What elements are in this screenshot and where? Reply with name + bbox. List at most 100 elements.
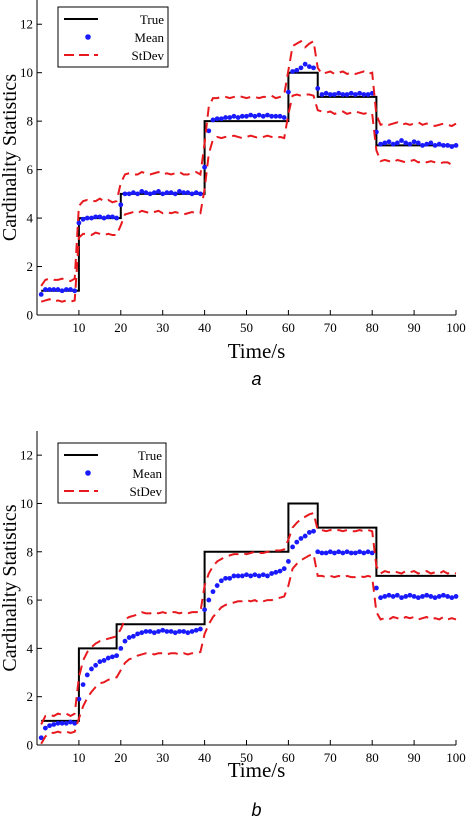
chart-panel-b: 10 20 30 40 50 60 70 80 90 100 0 2 4 6 8 10 12 Time/s Card… bbox=[0, 431, 466, 820]
mean-point bbox=[269, 571, 275, 576]
mean-point bbox=[244, 113, 249, 119]
mean-point bbox=[294, 539, 300, 545]
mean-point bbox=[340, 550, 346, 556]
mean-point bbox=[260, 572, 266, 578]
mean-point bbox=[248, 573, 254, 579]
mean-point bbox=[260, 113, 266, 119]
mean-point bbox=[420, 142, 425, 148]
mean-point bbox=[143, 629, 149, 634]
mean-point bbox=[315, 549, 321, 555]
mean-point bbox=[449, 595, 455, 601]
mean-point bbox=[336, 90, 342, 96]
legend: True Mean StDev bbox=[57, 6, 169, 68]
stdev-upper-line bbox=[40, 39, 457, 287]
mean-point bbox=[101, 658, 107, 663]
mean-point bbox=[294, 67, 300, 73]
mean-point bbox=[269, 113, 275, 119]
mean-point bbox=[428, 594, 434, 599]
legend-mean-swatch bbox=[85, 34, 91, 40]
mean-point bbox=[357, 549, 363, 555]
x-axis-label: Time/s bbox=[228, 758, 286, 782]
mean-point bbox=[47, 287, 52, 292]
mean-point bbox=[319, 92, 325, 97]
mean-point bbox=[135, 631, 140, 637]
mean-point bbox=[185, 630, 191, 636]
mean-point bbox=[332, 550, 337, 556]
mean-point bbox=[105, 655, 111, 661]
mean-point bbox=[84, 215, 90, 221]
mean-point bbox=[386, 592, 392, 598]
x-axis-label: Time/s bbox=[228, 339, 286, 363]
mean-point bbox=[424, 141, 430, 147]
mean-point bbox=[403, 594, 409, 599]
x-tick-label: 40 bbox=[198, 320, 211, 335]
mean-point bbox=[198, 626, 203, 632]
mean-point bbox=[202, 164, 208, 170]
mean-point bbox=[231, 113, 237, 119]
mean-point bbox=[59, 720, 65, 726]
mean-point bbox=[399, 138, 404, 143]
x-tick-label: 60 bbox=[282, 320, 295, 335]
mean-point bbox=[89, 215, 94, 221]
mean-point bbox=[51, 287, 57, 292]
mean-point bbox=[373, 585, 379, 591]
mean-point bbox=[298, 536, 304, 541]
mean-point bbox=[47, 723, 52, 729]
mean-point bbox=[114, 653, 120, 659]
mean-point bbox=[311, 528, 316, 534]
mean-point bbox=[93, 214, 99, 220]
mean-point bbox=[298, 65, 304, 71]
mean-point bbox=[353, 92, 358, 97]
mean-point bbox=[441, 592, 446, 598]
mean-point bbox=[198, 191, 203, 197]
x-tick-label: 30 bbox=[156, 750, 169, 765]
mean-point bbox=[185, 190, 191, 196]
mean-point bbox=[382, 594, 388, 599]
mean-point bbox=[126, 191, 132, 197]
legend-mean-swatch bbox=[85, 470, 91, 476]
legend-box bbox=[57, 6, 169, 68]
y-tick-label: 6 bbox=[27, 162, 34, 177]
mean-point bbox=[302, 61, 308, 67]
mean-point bbox=[130, 633, 136, 639]
mean-point bbox=[378, 141, 383, 147]
x-tick-label: 50 bbox=[240, 320, 253, 335]
x-tick-label: 90 bbox=[408, 320, 421, 335]
mean-point bbox=[210, 589, 216, 595]
mean-point bbox=[42, 725, 48, 731]
mean-point bbox=[311, 65, 316, 71]
mean-point bbox=[449, 144, 455, 149]
mean-point bbox=[386, 139, 392, 145]
mean-point bbox=[252, 572, 258, 578]
mean-point bbox=[336, 549, 342, 555]
mean-point bbox=[306, 530, 312, 535]
mean-point bbox=[93, 662, 99, 668]
x-tick-label: 50 bbox=[240, 750, 253, 765]
mean-point bbox=[420, 594, 425, 599]
mean-point bbox=[72, 288, 78, 294]
y-axis-label: Cardinality Statistics bbox=[0, 74, 21, 241]
mean-point bbox=[436, 594, 442, 599]
mean-point bbox=[348, 90, 354, 96]
mean-point bbox=[214, 583, 220, 588]
mean-point bbox=[156, 189, 161, 194]
mean-point bbox=[177, 629, 182, 634]
mean-point bbox=[143, 190, 149, 196]
mean-point bbox=[244, 572, 249, 578]
mean-point bbox=[55, 287, 61, 292]
mean-point bbox=[189, 191, 195, 197]
mean-point bbox=[84, 672, 90, 678]
mean-point bbox=[164, 190, 170, 196]
y-tick-label: 8 bbox=[27, 114, 34, 129]
mean-point bbox=[348, 550, 354, 556]
true-series-line bbox=[41, 71, 456, 292]
y-tick-label: 2 bbox=[27, 689, 34, 704]
x-tick-label: 80 bbox=[366, 320, 379, 335]
y-tick-label: 0 bbox=[27, 308, 34, 323]
mean-point bbox=[101, 215, 107, 221]
mean-point bbox=[59, 288, 65, 294]
mean-point bbox=[273, 569, 279, 575]
mean-point bbox=[139, 630, 145, 636]
mean-point bbox=[181, 190, 187, 196]
